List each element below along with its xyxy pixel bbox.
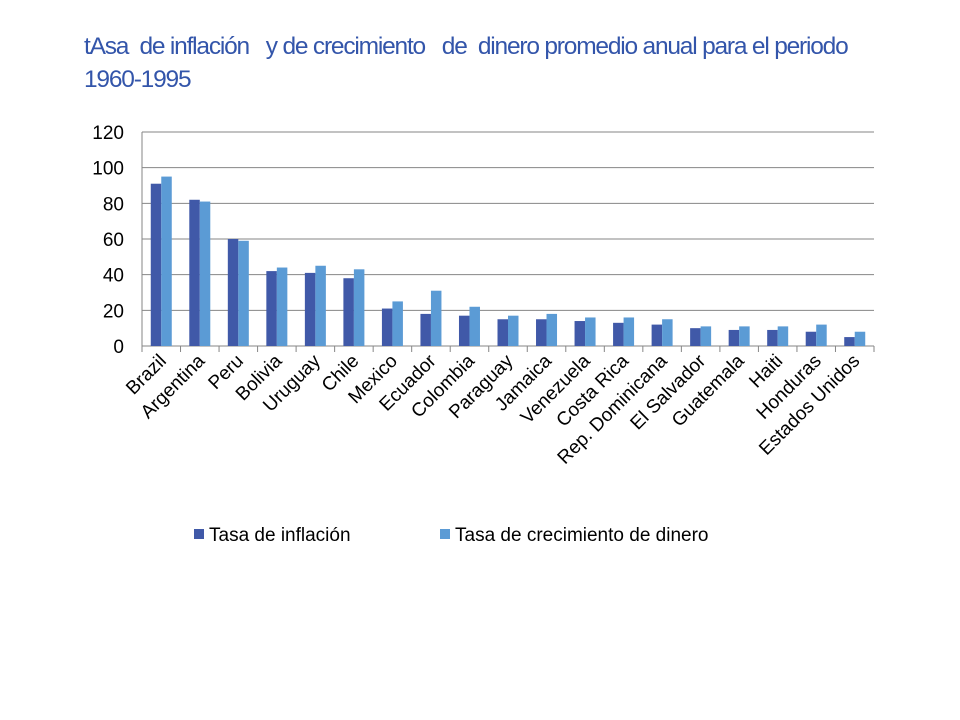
bar-series2-costa-rica bbox=[623, 317, 635, 346]
bar-series1-bolivia bbox=[266, 271, 277, 346]
y-tick-labels: 0 20 40 60 80 100 120 bbox=[92, 123, 124, 358]
bar-series1-honduras bbox=[805, 331, 817, 346]
bar-series2-peru bbox=[238, 240, 249, 346]
bar-series2-haiti bbox=[777, 326, 789, 346]
bar-series1-brazil bbox=[150, 183, 162, 346]
bar-series1-costa-rica bbox=[613, 322, 624, 346]
bar-series2-paraguay bbox=[508, 315, 519, 346]
bar-series1-jamaica bbox=[536, 319, 547, 346]
bar-series1-venezuela bbox=[574, 321, 586, 346]
bar-series1-mexico bbox=[381, 308, 393, 346]
bar-series2-chile bbox=[353, 269, 365, 346]
legend: Tasa de inflación Tasa de crecimiento de … bbox=[194, 525, 708, 546]
y-tick-label: 60 bbox=[103, 230, 124, 251]
bar-series1-rep-dominicana bbox=[651, 324, 663, 346]
bar-series1-el-salvador bbox=[690, 328, 701, 346]
bar-series2-honduras bbox=[816, 324, 827, 346]
y-tick-label: 120 bbox=[92, 123, 124, 144]
chart-title: tAsa de inflación y de crecimiento de di… bbox=[84, 33, 854, 93]
bar-series2-uruguay bbox=[315, 265, 326, 346]
bars bbox=[150, 176, 866, 346]
bar-series1-estados-unidos bbox=[844, 337, 855, 346]
bar-series2-brazil bbox=[161, 176, 172, 346]
bar-series2-rep-dominicana bbox=[662, 319, 673, 346]
bar-series2-mexico bbox=[392, 301, 403, 346]
bar-series1-paraguay bbox=[497, 319, 508, 346]
bar-series1-guatemala bbox=[728, 329, 740, 346]
bar-series2-colombia bbox=[469, 306, 480, 346]
bar-series2-guatemala bbox=[739, 326, 750, 346]
bar-series2-venezuela bbox=[585, 317, 596, 346]
bar-series1-chile bbox=[343, 278, 354, 346]
bar-series2-argentina bbox=[199, 201, 211, 346]
y-tick-label: 20 bbox=[103, 301, 124, 322]
y-tick-label: 0 bbox=[113, 337, 124, 358]
bar-series1-colombia bbox=[458, 315, 470, 346]
y-tick-label: 40 bbox=[103, 266, 124, 287]
bar-series2-el-salvador bbox=[700, 326, 712, 346]
bar-series2-bolivia bbox=[276, 267, 288, 346]
y-tick-label: 100 bbox=[92, 159, 124, 180]
gridlines bbox=[142, 131, 874, 311]
y-tick-label: 80 bbox=[103, 194, 124, 215]
bar-series1-haiti bbox=[767, 329, 778, 346]
bar-series1-ecuador bbox=[420, 313, 431, 346]
legend-swatch bbox=[440, 529, 450, 539]
legend-label: Tasa de inflación bbox=[209, 525, 351, 546]
legend-swatch bbox=[194, 529, 204, 539]
bar-series1-argentina bbox=[189, 199, 200, 346]
bar-series2-jamaica bbox=[546, 313, 558, 346]
x-tick-labels: BrazilArgentinaPeruBoliviaUruguayChileMe… bbox=[122, 350, 864, 468]
legend-label: Tasa de crecimiento de dinero bbox=[455, 525, 708, 546]
bar-series1-peru bbox=[227, 239, 239, 346]
bar-series2-ecuador bbox=[430, 290, 442, 346]
bar-series1-uruguay bbox=[304, 272, 316, 346]
bar-series2-estados-unidos bbox=[854, 331, 866, 346]
